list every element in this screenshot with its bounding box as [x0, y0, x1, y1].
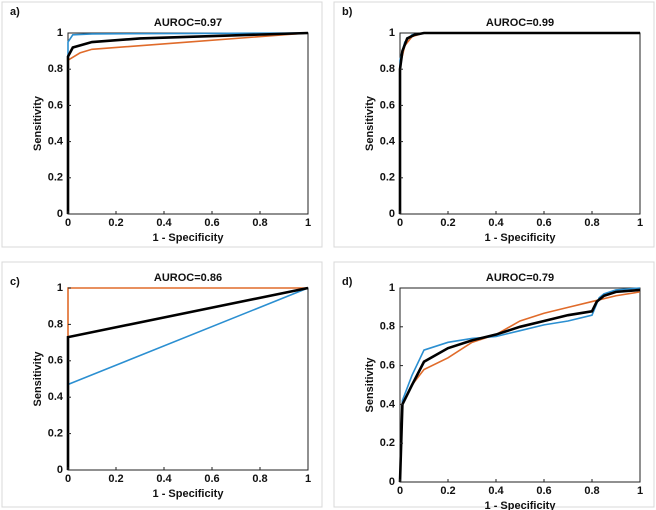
y-tick-label: 0.8 — [48, 318, 63, 330]
y-tick-label: 0.8 — [380, 321, 395, 333]
chart-title: AUROC=0.97 — [154, 17, 222, 29]
roc-curve — [67, 287, 308, 470]
y-axis-label: Sensitivity — [32, 95, 44, 151]
x-axis-label: 1 - Specificity — [153, 488, 225, 500]
y-tick-label: 0.4 — [380, 398, 396, 410]
chart-title: AUROC=0.86 — [154, 272, 222, 284]
x-tick-label: 1 — [637, 485, 643, 497]
x-tick-label: 0.4 — [488, 217, 504, 229]
x-tick-label: 0 — [65, 473, 71, 485]
y-tick-label: 0.4 — [48, 136, 64, 148]
y-tick-label: 0.4 — [48, 391, 64, 403]
y-tick-label: 0.8 — [380, 63, 395, 75]
x-tick-label: 1 — [305, 473, 311, 485]
panel-label: c) — [10, 276, 20, 288]
roc-curve — [399, 32, 640, 214]
y-tick-label: 0.2 — [380, 172, 395, 184]
panel-frame — [333, 1, 655, 248]
x-axis-label: 1 - Specificity — [153, 232, 225, 244]
roc-curve — [66, 31, 309, 214]
chart-title: AUROC=0.79 — [486, 272, 554, 284]
x-tick-label: 0.8 — [584, 217, 599, 229]
x-tick-label: 0.4 — [488, 485, 504, 497]
y-tick-label: 0.6 — [380, 99, 395, 111]
x-tick-label: 0.2 — [108, 217, 123, 229]
roc-curve — [398, 31, 640, 214]
panel-label: d) — [342, 276, 353, 288]
y-tick-label: 0 — [389, 476, 395, 488]
y-tick-label: 0.2 — [48, 172, 63, 184]
panel-label: a) — [10, 6, 20, 18]
x-tick-label: 0.8 — [584, 485, 599, 497]
roc-curve — [398, 288, 641, 483]
x-axis-label: 1 - Specificity — [485, 232, 557, 244]
x-tick-label: 0.6 — [536, 485, 551, 497]
axes-box — [67, 32, 309, 215]
panel-label: b) — [342, 6, 353, 18]
x-tick-label: 0.6 — [204, 217, 219, 229]
roc-curve — [399, 291, 641, 483]
y-tick-label: 0.6 — [48, 99, 63, 111]
roc-curve — [66, 286, 309, 470]
roc-curve — [399, 287, 641, 483]
y-tick-label: 0 — [57, 208, 63, 220]
x-tick-label: 1 — [637, 217, 643, 229]
y-axis-label: Sensitivity — [364, 95, 376, 151]
y-tick-label: 0.4 — [380, 136, 396, 148]
roc-curve — [67, 32, 309, 214]
x-tick-label: 0.6 — [536, 217, 551, 229]
roc-curve — [399, 32, 640, 214]
axes-box — [399, 32, 641, 215]
y-tick-label: 1 — [57, 27, 63, 39]
y-tick-label: 1 — [389, 282, 395, 294]
x-tick-label: 0.2 — [440, 217, 455, 229]
y-tick-label: 1 — [389, 27, 395, 39]
x-tick-label: 0.4 — [156, 473, 172, 485]
x-tick-label: 0.2 — [440, 485, 455, 497]
x-tick-label: 0 — [397, 485, 403, 497]
roc-curve — [67, 287, 309, 470]
y-tick-label: 1 — [57, 282, 63, 294]
y-tick-label: 0.2 — [48, 428, 63, 440]
roc-curve — [67, 32, 309, 214]
y-axis-label: Sensitivity — [364, 357, 376, 413]
axes-box — [399, 287, 641, 483]
y-tick-label: 0.2 — [380, 437, 395, 449]
x-tick-label: 0.8 — [252, 473, 267, 485]
y-tick-label: 0.8 — [48, 63, 63, 75]
axes-box — [67, 287, 309, 471]
x-tick-label: 0 — [397, 217, 403, 229]
x-axis-label: 1 - Specificity — [485, 500, 557, 510]
y-axis-label: Sensitivity — [32, 351, 44, 407]
y-tick-label: 0 — [389, 208, 395, 220]
x-tick-label: 0.2 — [108, 473, 123, 485]
y-tick-label: 0.6 — [380, 360, 395, 372]
y-tick-label: 0 — [57, 464, 63, 476]
x-tick-label: 0.8 — [252, 217, 267, 229]
x-tick-label: 1 — [305, 217, 311, 229]
panel-frame — [1, 261, 323, 508]
x-tick-label: 0.4 — [156, 217, 172, 229]
panel-frame — [1, 1, 323, 248]
y-tick-label: 0.6 — [48, 355, 63, 367]
chart-title: AUROC=0.99 — [486, 17, 554, 29]
panel-frame — [333, 261, 655, 508]
x-tick-label: 0.6 — [204, 473, 219, 485]
x-tick-label: 0 — [65, 217, 71, 229]
